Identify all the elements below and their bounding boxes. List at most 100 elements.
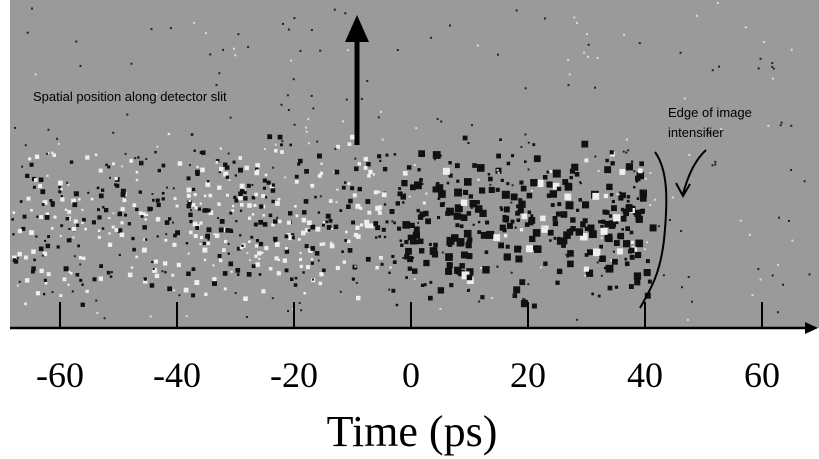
noise-speck <box>291 233 295 237</box>
noise-speck <box>102 206 105 209</box>
noise-speck <box>223 162 228 167</box>
noise-speck <box>393 153 397 156</box>
noise-speck <box>97 215 102 220</box>
noise-speck <box>294 205 297 208</box>
noise-speck <box>203 258 207 262</box>
noise-speck <box>423 210 429 217</box>
noise-speck <box>246 183 251 188</box>
noise-speck <box>135 207 139 212</box>
noise-speck <box>391 254 395 258</box>
noise-speck <box>322 221 326 224</box>
noise-speck <box>120 207 125 212</box>
noise-speck <box>759 57 762 60</box>
noise-speck <box>552 216 558 221</box>
noise-speck <box>388 288 391 291</box>
noise-speck <box>350 186 355 191</box>
noise-speck <box>247 203 252 208</box>
noise-speck <box>255 163 260 168</box>
noise-speck <box>520 146 523 148</box>
noise-speck <box>194 280 200 285</box>
noise-speck <box>167 286 172 292</box>
noise-speck <box>94 153 98 157</box>
noise-speck <box>446 181 450 185</box>
noise-speck <box>398 187 402 190</box>
noise-speck <box>569 175 573 180</box>
noise-speck <box>317 174 322 178</box>
noise-speck <box>173 289 176 292</box>
noise-speck <box>76 224 80 227</box>
noise-speck <box>646 241 648 244</box>
noise-speck <box>762 41 765 44</box>
noise-speck <box>271 223 275 227</box>
edge-annotation: Edge of image <box>668 105 752 120</box>
noise-speck <box>639 208 645 214</box>
noise-speck <box>38 246 44 252</box>
noise-speck <box>629 254 635 260</box>
noise-speck <box>277 198 281 201</box>
noise-speck <box>496 265 499 268</box>
noise-speck <box>254 170 260 176</box>
noise-speck <box>536 179 544 188</box>
noise-speck <box>364 219 370 225</box>
noise-speck <box>778 216 780 219</box>
noise-speck <box>82 256 86 260</box>
noise-speck <box>336 144 340 149</box>
noise-speck <box>466 253 473 260</box>
noise-speck <box>377 190 381 194</box>
noise-speck <box>98 193 104 199</box>
noise-speck <box>294 276 298 280</box>
noise-speck <box>280 150 284 154</box>
noise-speck <box>108 217 111 220</box>
noise-speck <box>468 194 473 199</box>
noise-speck <box>261 194 265 198</box>
noise-speck <box>624 257 628 261</box>
noise-speck <box>185 315 188 318</box>
noise-speck <box>50 201 55 206</box>
noise-speck <box>397 191 403 197</box>
noise-speck <box>454 266 462 274</box>
noise-speck <box>406 165 412 170</box>
noise-speck <box>96 312 99 314</box>
noise-speck <box>274 240 277 243</box>
noise-speck <box>609 220 616 228</box>
noise-speck <box>186 271 191 276</box>
noise-speck <box>71 227 76 232</box>
noise-speck <box>564 183 573 191</box>
noise-speck <box>402 201 405 204</box>
noise-speck <box>317 211 321 214</box>
noise-speck <box>288 211 293 216</box>
noise-speck <box>368 223 374 229</box>
noise-speck <box>407 234 414 241</box>
noise-speck <box>230 270 233 273</box>
noise-speck <box>335 265 340 270</box>
noise-speck <box>246 272 252 277</box>
noise-speck <box>623 33 626 36</box>
noise-speck <box>355 281 358 284</box>
noise-speck <box>317 259 320 262</box>
noise-speck <box>626 199 630 203</box>
noise-speck <box>299 50 302 52</box>
noise-speck <box>272 166 275 169</box>
noise-speck <box>510 271 513 274</box>
noise-speck <box>325 220 329 224</box>
noise-speck <box>232 204 235 208</box>
noise-speck <box>626 195 631 199</box>
noise-speck <box>163 261 168 266</box>
noise-speck <box>81 208 84 211</box>
noise-speck <box>640 195 647 202</box>
noise-speck <box>186 193 191 198</box>
noise-speck <box>200 167 205 173</box>
noise-speck <box>360 97 363 100</box>
noise-speck <box>633 170 636 173</box>
noise-speck <box>657 225 660 228</box>
noise-speck <box>223 287 227 291</box>
noise-speck <box>530 179 538 187</box>
noise-speck <box>464 178 472 186</box>
noise-speck <box>202 247 208 253</box>
noise-speck <box>628 249 633 254</box>
noise-speck <box>442 202 446 205</box>
noise-speck <box>356 295 361 301</box>
noise-speck <box>447 242 453 247</box>
noise-speck <box>497 171 500 174</box>
